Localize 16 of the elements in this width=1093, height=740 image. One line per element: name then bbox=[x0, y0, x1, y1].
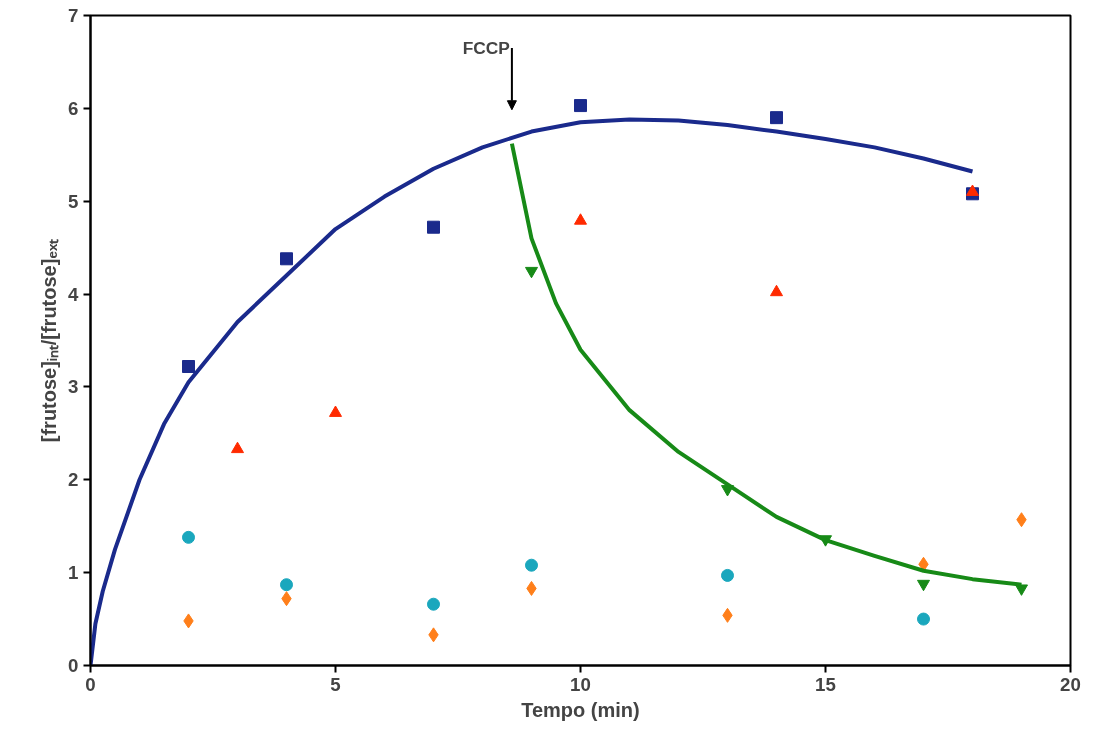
x-tick-label: 0 bbox=[85, 673, 96, 695]
annotation: FCCP bbox=[462, 38, 510, 58]
y-tick-label: 2 bbox=[68, 469, 79, 491]
y-tick-label: 6 bbox=[68, 97, 79, 119]
y-tick-label: 0 bbox=[68, 655, 79, 676]
y-axis-title: [frutose]ᵢₙₜ/[frutose]ₑₓₜ bbox=[38, 238, 61, 443]
y-tick-label: 7 bbox=[68, 5, 79, 26]
x-axis-title: Tempo (min) bbox=[521, 698, 640, 721]
x-tick-label: 5 bbox=[330, 673, 341, 695]
y-tick-label: 3 bbox=[68, 376, 79, 398]
x-tick-label: 15 bbox=[815, 673, 836, 695]
y-tick-label: 1 bbox=[68, 562, 79, 584]
y-tick-label: 5 bbox=[68, 190, 79, 212]
x-tick-label: 20 bbox=[1060, 673, 1081, 695]
x-tick-label: 10 bbox=[570, 673, 591, 695]
y-tick-label: 4 bbox=[68, 283, 80, 305]
